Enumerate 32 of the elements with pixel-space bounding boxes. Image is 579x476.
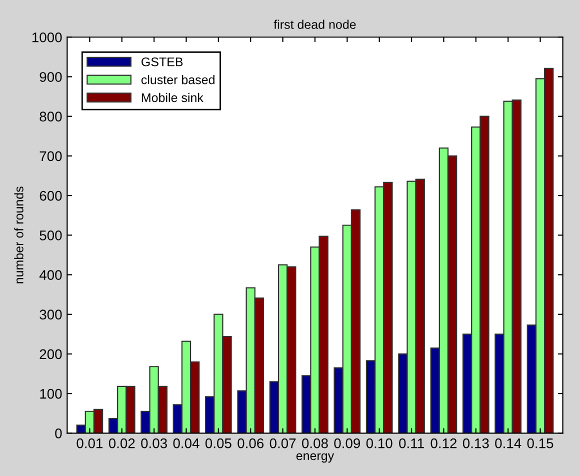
x-tick-label: 0.01 xyxy=(76,438,103,448)
y-tick-label: 100 xyxy=(40,388,62,399)
y-tick-label: 900 xyxy=(40,72,62,82)
y-tick-label: 700 xyxy=(40,151,62,162)
y-tick-label: 300 xyxy=(40,310,62,320)
x-tick-label: 0.13 xyxy=(462,438,489,448)
y-tick-label: 500 xyxy=(40,230,62,240)
x-tick-label: 0.12 xyxy=(430,438,457,448)
x-tick-label: 0.02 xyxy=(108,438,135,448)
x-tick-label: 0.05 xyxy=(205,438,232,448)
y-tick-label: 1000 xyxy=(32,32,62,42)
legend-label: GSTEB xyxy=(142,57,183,66)
x-tick-label: 0.07 xyxy=(270,438,296,448)
y-tick-label: 0 xyxy=(55,428,62,438)
y-tick-label: 200 xyxy=(40,349,62,360)
x-tick-label: 0.14 xyxy=(495,438,522,448)
x-tick-label: 0.04 xyxy=(173,438,200,448)
chart-title: first dead node xyxy=(274,20,356,29)
legend-label: cluster based xyxy=(141,75,214,84)
x-tick-label: 0.08 xyxy=(302,438,328,448)
x-tick-label: 0.10 xyxy=(366,438,392,448)
y-tick-label: 600 xyxy=(40,190,62,201)
x-axis-title: energy xyxy=(296,453,334,463)
x-tick-label: 0.09 xyxy=(334,438,360,448)
y-axis-title: number of rounds xyxy=(14,186,24,284)
x-tick-label: 0.15 xyxy=(527,438,554,448)
y-tick-label: 400 xyxy=(39,270,62,280)
y-tick-label: 800 xyxy=(40,112,62,122)
x-tick-label: 0.03 xyxy=(141,438,167,448)
x-tick-label: 0.11 xyxy=(399,438,424,448)
x-tick-label: 0.06 xyxy=(238,438,264,448)
legend-label: Mobile sink xyxy=(142,92,204,102)
